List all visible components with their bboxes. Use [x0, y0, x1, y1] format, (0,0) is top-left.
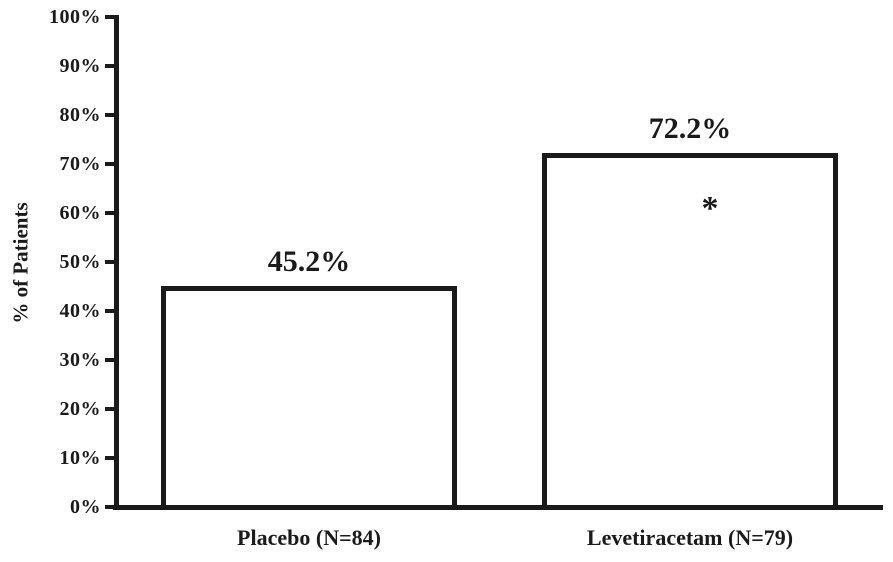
y-tick-label: 50%: [59, 251, 101, 273]
y-tick-mark: [105, 113, 116, 117]
bar-levetiracetam: [542, 153, 838, 507]
y-tick-label: 20%: [59, 398, 101, 420]
bar-value-label: 45.2%: [267, 244, 351, 278]
y-tick-mark: [105, 309, 116, 313]
y-tick-mark: [105, 456, 116, 460]
y-tick-mark: [105, 260, 116, 264]
y-tick-label: 10%: [59, 447, 101, 469]
x-axis-line: [113, 505, 883, 510]
y-tick-label: 100%: [49, 6, 101, 28]
y-tick-mark: [105, 358, 116, 362]
significance-asterisk: *: [701, 190, 719, 228]
y-tick-label: 30%: [59, 349, 101, 371]
y-tick-mark: [105, 407, 116, 411]
x-category-label: Levetiracetam (N=79): [586, 525, 794, 550]
y-tick-mark: [105, 15, 116, 19]
y-axis-line: [114, 15, 119, 510]
y-tick-label: 90%: [59, 55, 101, 77]
y-tick-mark: [105, 64, 116, 68]
y-tick-label: 60%: [59, 202, 101, 224]
y-tick-label: 70%: [59, 153, 101, 175]
x-category-label: Placebo (N=84): [237, 525, 381, 550]
y-tick-mark: [105, 505, 116, 509]
y-tick-mark: [105, 211, 116, 215]
bar-value-label: 72.2%: [648, 112, 732, 146]
y-tick-mark: [105, 162, 116, 166]
y-tick-label: 0%: [70, 496, 101, 518]
y-tick-label: 40%: [59, 300, 101, 322]
bar-placebo: [161, 285, 457, 507]
y-tick-label: 80%: [59, 104, 101, 126]
